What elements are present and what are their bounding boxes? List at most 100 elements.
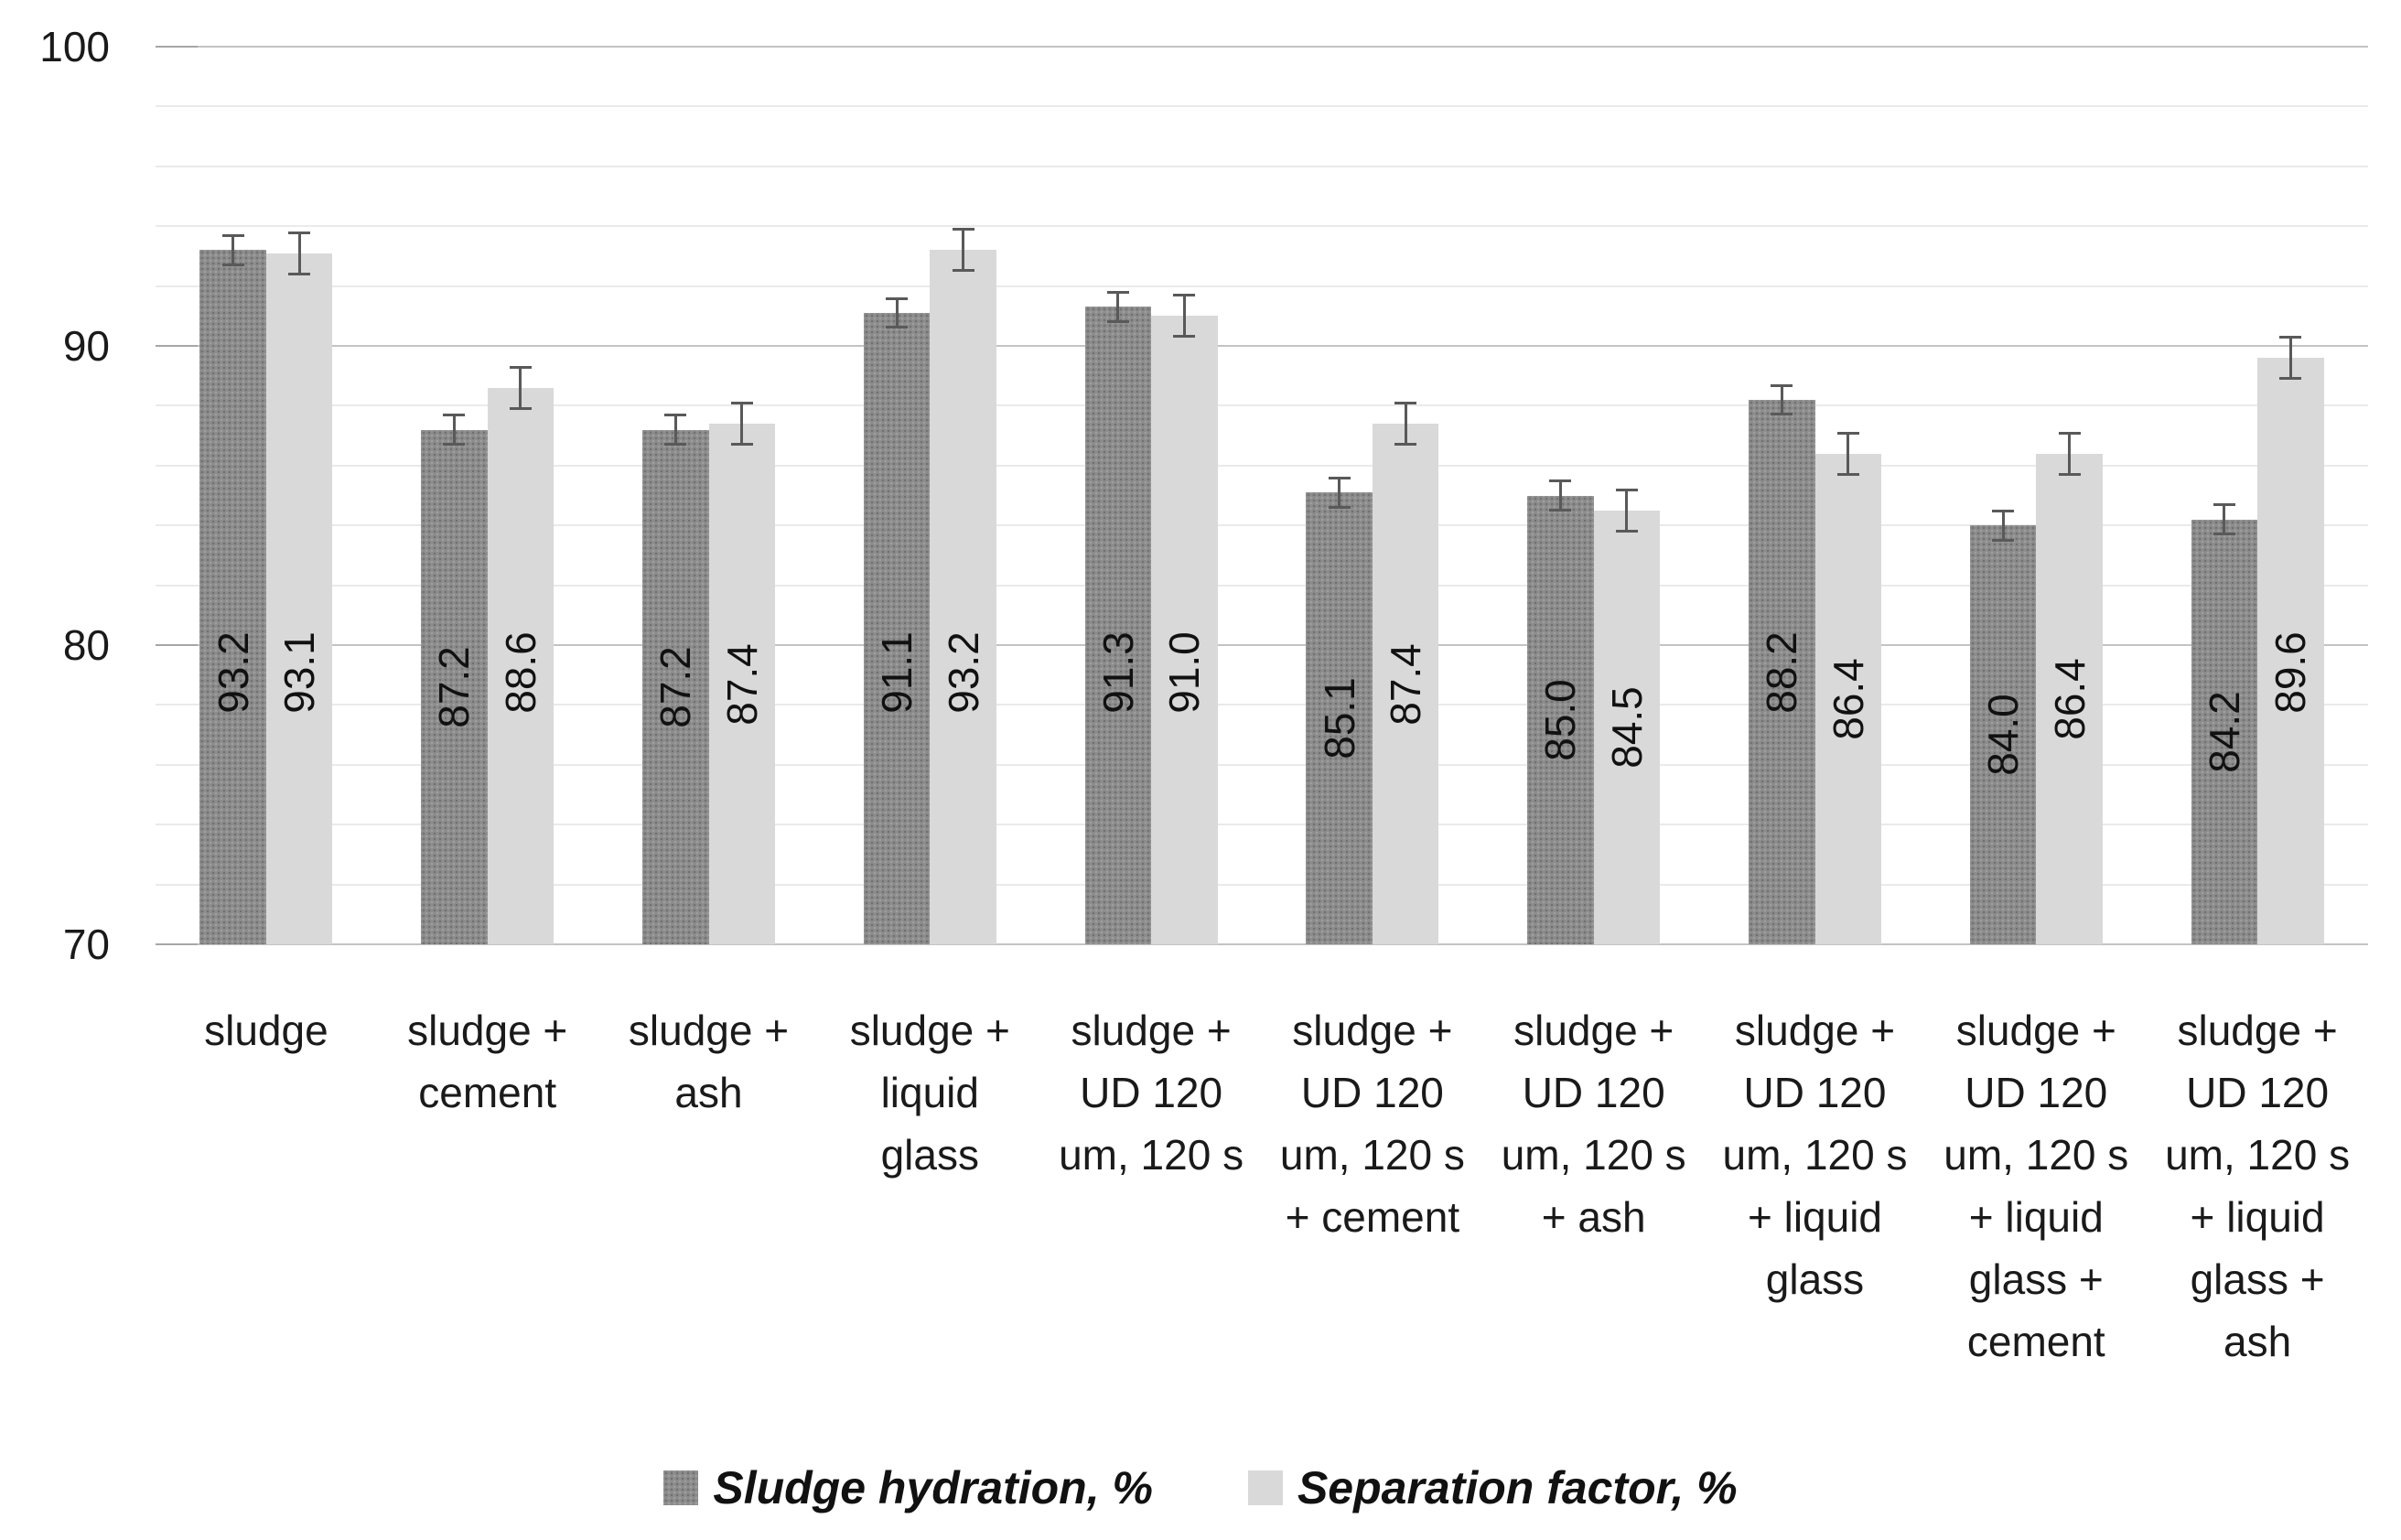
category-label-line: glass [880, 1131, 979, 1179]
bar-value-label: 86.4 [2045, 658, 2094, 740]
error-bar-cap [1836, 431, 1859, 435]
error-bar-cap [664, 442, 687, 446]
y-axis-tick-label: 80 [62, 621, 110, 669]
bar-value-label: 87.4 [1382, 642, 1430, 726]
error-bar [1625, 489, 1629, 532]
category-label-line: sludge + [628, 1007, 790, 1054]
category-label-line: um, 120 s [1943, 1131, 2129, 1179]
category-label: sludge + ash [598, 999, 820, 1124]
error-bar [740, 403, 744, 445]
category-label-line: + liquid [2190, 1193, 2325, 1241]
error-bar-cap [1615, 488, 1638, 491]
error-bar-cap [1992, 509, 2015, 512]
error-bar [519, 366, 522, 409]
bar-value-label: 87.4 [717, 642, 766, 726]
error-bar [1780, 384, 1783, 415]
category-label: sludge + UD 120 um, 120 s + liquid glass + ce… [1925, 999, 2147, 1373]
major-gridline [156, 46, 2368, 48]
error-bar-cap [1106, 319, 1129, 323]
legend-label-separation-factor: Separation factor, % [1297, 1462, 1738, 1513]
bar-value-label: 84.2 [2200, 691, 2248, 773]
bar [2191, 519, 2258, 944]
error-bar-cap [509, 365, 532, 369]
category-label-line: sludge + [1071, 1007, 1232, 1054]
category-label-line: sludge + [407, 1007, 568, 1054]
y-axis-tick [156, 46, 198, 48]
bar-value-label: 93.1 [275, 631, 324, 714]
category-label-line: um, 120 s [2165, 1131, 2351, 1179]
bar [1814, 453, 1881, 944]
bar [642, 429, 709, 944]
error-bar [1182, 295, 1186, 338]
category-label-line: UD 120 [1743, 1069, 1887, 1116]
legend-label-sludge-hydration: Sludge hydration, % [713, 1462, 1153, 1513]
minor-gridline [156, 225, 2368, 228]
bar-value-label: 88.2 [1758, 631, 1806, 714]
bar-value-label: 86.4 [1824, 658, 1872, 740]
legend: Sludge hydration, % Separation factor, % [0, 1460, 2401, 1515]
bar [2036, 453, 2103, 944]
error-bar [2001, 510, 2005, 541]
minor-gridline [156, 704, 2368, 706]
error-bar [2223, 504, 2226, 534]
minor-gridline [156, 584, 2368, 587]
error-bar [297, 232, 301, 275]
bar [863, 313, 931, 944]
error-bar [1116, 292, 1120, 322]
error-bar-cap [1173, 294, 1196, 297]
category-label-line: sludge [204, 1007, 328, 1054]
error-bar-cap [2058, 472, 2081, 476]
category-label-line: UD 120 [2186, 1069, 2330, 1116]
major-gridline [156, 345, 2368, 347]
bar-value-label: 87.2 [430, 646, 479, 728]
minor-gridline [156, 404, 2368, 407]
error-bar-cap [2058, 431, 2081, 435]
error-bar [962, 229, 965, 272]
category-label-line: ash [2223, 1318, 2292, 1365]
bar [265, 253, 333, 944]
category-label-line: + ash [1541, 1193, 1646, 1241]
bar-value-label: 87.2 [651, 646, 700, 728]
category-label-line: liquid [880, 1069, 979, 1116]
bar [1969, 525, 2037, 944]
category-label-line: glass [1765, 1255, 1865, 1303]
bar-value-label: 89.6 [2266, 631, 2315, 714]
error-bar-cap [1836, 472, 1859, 476]
bar [1151, 316, 1218, 944]
bar-value-label: 93.2 [939, 631, 987, 714]
error-bar-cap [1771, 383, 1793, 387]
error-bar-cap [952, 228, 974, 232]
bar [1306, 492, 1373, 944]
category-label-line: + liquid [1747, 1193, 1883, 1241]
error-bar [2288, 337, 2292, 379]
category-label-line: um, 120 s [1501, 1131, 1686, 1179]
error-bar-cap [1328, 476, 1351, 479]
minor-gridline [156, 464, 2368, 467]
category-label-line: cement [1966, 1318, 2105, 1365]
error-bar-cap [1394, 442, 1417, 446]
category-label-line: glass + [2190, 1255, 2325, 1303]
error-bar [452, 415, 456, 445]
error-bar-cap [886, 296, 909, 300]
category-label-line: sludge + [2177, 1007, 2338, 1054]
category-label-line: UD 120 [1965, 1069, 2108, 1116]
error-bar-cap [1992, 538, 2015, 542]
bar [1372, 424, 1439, 944]
bar [1527, 495, 1594, 944]
error-bar-cap [886, 326, 909, 329]
error-bar-cap [2213, 533, 2235, 535]
category-label-line: sludge + [1734, 1007, 1896, 1054]
minor-gridline [156, 763, 2368, 766]
minor-gridline [156, 824, 2368, 826]
bar [930, 250, 996, 944]
error-bar-cap [288, 231, 311, 234]
error-bar-cap [1549, 479, 1572, 483]
error-bar-cap [509, 406, 532, 410]
minor-gridline [156, 883, 2368, 886]
y-axis-tick [156, 943, 198, 945]
y-axis-tick [156, 644, 198, 646]
category-label-line: ash [674, 1069, 743, 1116]
category-label-line: cement [418, 1069, 557, 1116]
minor-gridline [156, 105, 2368, 108]
